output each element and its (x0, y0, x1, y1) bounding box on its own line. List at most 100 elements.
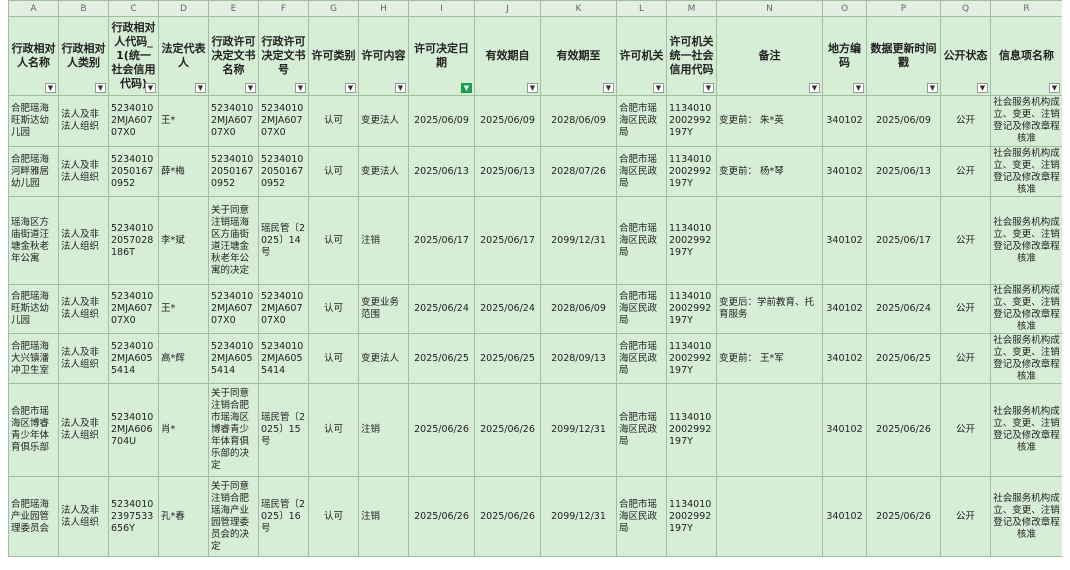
filter-button[interactable]: ▼ (977, 83, 988, 93)
cell[interactable]: 52340102MJA60707X0 (108, 95, 159, 147)
cell[interactable]: 2025/06/13 (408, 146, 475, 197)
filter-button[interactable]: ▼ (603, 83, 614, 93)
cell[interactable]: 法人及非法人组织 (58, 284, 109, 334)
cell[interactable]: 注销 (358, 196, 409, 285)
cell[interactable]: 2025/06/25 (474, 333, 541, 384)
column-letter[interactable]: N (716, 0, 823, 17)
column-letter[interactable]: K (540, 0, 617, 17)
filter-button[interactable]: ▼ (809, 83, 820, 93)
cell[interactable]: 合肥瑶海旺斯达幼儿园 (8, 284, 59, 334)
cell[interactable]: 2028/07/26 (540, 146, 617, 197)
cell[interactable]: 社会服务机构成立、变更、注销登记及修改章程核准 (990, 476, 1062, 557)
filter-button[interactable]: ▼ (45, 83, 56, 93)
cell[interactable]: 2025/06/26 (474, 383, 541, 477)
filter-button[interactable]: ▼ (195, 83, 206, 93)
cell[interactable]: 2099/12/31 (540, 383, 617, 477)
cell[interactable]: 社会服务机构成立、变更、注销登记及修改章程核准 (990, 95, 1062, 147)
cell[interactable]: 2025/06/17 (408, 196, 475, 285)
cell[interactable]: 523401020501670952 (208, 146, 259, 197)
cell[interactable]: 340102 (822, 476, 867, 557)
cell[interactable]: 关于同意注销瑶海区方庙街道汪塘金秋老年公寓的决定 (208, 196, 259, 285)
cell[interactable]: 2025/06/26 (474, 476, 541, 557)
cell[interactable]: 薛*梅 (158, 146, 209, 197)
filter-button[interactable]: ▼ (461, 83, 472, 93)
cell[interactable]: 2028/06/09 (540, 95, 617, 147)
cell[interactable]: 2025/06/09 (866, 95, 941, 147)
cell[interactable]: 社会服务机构成立、变更、注销登记及修改章程核准 (990, 284, 1062, 334)
column-letter[interactable]: H (358, 0, 409, 17)
column-letter[interactable]: M (666, 0, 717, 17)
cell[interactable]: 公开 (940, 146, 991, 197)
cell[interactable]: 340102 (822, 146, 867, 197)
cell[interactable]: 公开 (940, 383, 991, 477)
filter-button[interactable]: ▼ (1049, 83, 1060, 93)
cell[interactable]: 社会服务机构成立、变更、注销登记及修改章程核准 (990, 383, 1062, 477)
column-letter[interactable]: A (8, 0, 59, 17)
column-letter[interactable]: F (258, 0, 309, 17)
cell[interactable]: 认可 (308, 196, 359, 285)
cell[interactable]: 变更后：学前教育、托育服务 (716, 284, 823, 334)
cell[interactable]: 合肥市瑶海区民政局 (616, 383, 667, 477)
cell[interactable]: 52340102MJA6055414 (108, 333, 159, 384)
column-letter[interactable]: Q (940, 0, 991, 17)
cell[interactable]: 2025/06/24 (866, 284, 941, 334)
column-letter[interactable]: B (58, 0, 109, 17)
cell[interactable]: 11340102002992197Y (666, 146, 717, 197)
cell[interactable]: 11340102002992197Y (666, 383, 717, 477)
cell[interactable]: 认可 (308, 383, 359, 477)
filter-button[interactable]: ▼ (927, 83, 938, 93)
cell[interactable]: 2025/06/09 (474, 95, 541, 147)
cell[interactable]: 王* (158, 95, 209, 147)
cell[interactable]: 2025/06/24 (474, 284, 541, 334)
cell[interactable]: 52340102MJA60707X0 (108, 284, 159, 334)
cell[interactable]: 合肥瑶海大兴镇潘冲卫生室 (8, 333, 59, 384)
cell[interactable]: 变更前： 王*军 (716, 333, 823, 384)
cell[interactable]: 公开 (940, 95, 991, 147)
column-letter[interactable]: O (822, 0, 867, 17)
cell[interactable]: 52340102MJA6055414 (208, 333, 259, 384)
cell[interactable]: 法人及非法人组织 (58, 146, 109, 197)
cell[interactable]: 52340102MJA60707X0 (258, 95, 309, 147)
filter-button[interactable]: ▼ (853, 83, 864, 93)
cell[interactable]: 52340102MJA6055414 (258, 333, 309, 384)
cell[interactable]: 合肥市瑶海区民政局 (616, 476, 667, 557)
cell[interactable]: 11340102002992197Y (666, 333, 717, 384)
filter-button[interactable]: ▼ (527, 83, 538, 93)
cell[interactable]: 认可 (308, 284, 359, 334)
cell[interactable]: 合肥市瑶海区民政局 (616, 95, 667, 147)
cell[interactable]: 关于同意注销合肥市瑶海区博睿青少年体育俱乐部的决定 (208, 383, 259, 477)
cell[interactable]: 公开 (940, 284, 991, 334)
cell[interactable]: 合肥市瑶海区民政局 (616, 146, 667, 197)
filter-button[interactable]: ▼ (703, 83, 714, 93)
cell[interactable]: 合肥瑶海产业园管理委员会 (8, 476, 59, 557)
cell[interactable]: 变更前： 朱*英 (716, 95, 823, 147)
cell[interactable]: 11340102002992197Y (666, 284, 717, 334)
cell[interactable]: 社会服务机构成立、变更、注销登记及修改章程核准 (990, 333, 1062, 384)
cell[interactable]: 合肥市瑶海区民政局 (616, 284, 667, 334)
cell[interactable]: 变更法人 (358, 95, 409, 147)
cell[interactable]: 2025/06/26 (408, 476, 475, 557)
cell[interactable]: 法人及非法人组织 (58, 383, 109, 477)
cell[interactable]: 瑶民管〔2025〕15号 (258, 383, 309, 477)
cell[interactable]: 认可 (308, 95, 359, 147)
cell[interactable]: 合肥市瑶海区博睿青少年体育俱乐部 (8, 383, 59, 477)
cell[interactable]: 变更法人 (358, 146, 409, 197)
cell[interactable]: 2025/06/13 (866, 146, 941, 197)
cell[interactable]: 瑶民管〔2025〕16号 (258, 476, 309, 557)
filter-button[interactable]: ▼ (345, 83, 356, 93)
cell[interactable]: 社会服务机构成立、变更、注销登记及修改章程核准 (990, 146, 1062, 197)
cell[interactable]: 523401020501670952 (258, 146, 309, 197)
cell[interactable]: 合肥瑶海旺斯达幼儿园 (8, 95, 59, 147)
cell[interactable]: 高*辉 (158, 333, 209, 384)
column-letter[interactable]: J (474, 0, 541, 17)
cell[interactable]: 340102 (822, 383, 867, 477)
filter-button[interactable]: ▼ (653, 83, 664, 93)
cell[interactable]: 公开 (940, 196, 991, 285)
cell[interactable]: 注销 (358, 476, 409, 557)
column-letter[interactable]: R (990, 0, 1062, 17)
cell[interactable]: 11340102002992197Y (666, 196, 717, 285)
column-letter[interactable]: I (408, 0, 475, 17)
filter-button[interactable]: ▼ (95, 83, 106, 93)
cell[interactable]: 合肥瑶海河畔雅居幼儿园 (8, 146, 59, 197)
cell[interactable]: 340102 (822, 284, 867, 334)
